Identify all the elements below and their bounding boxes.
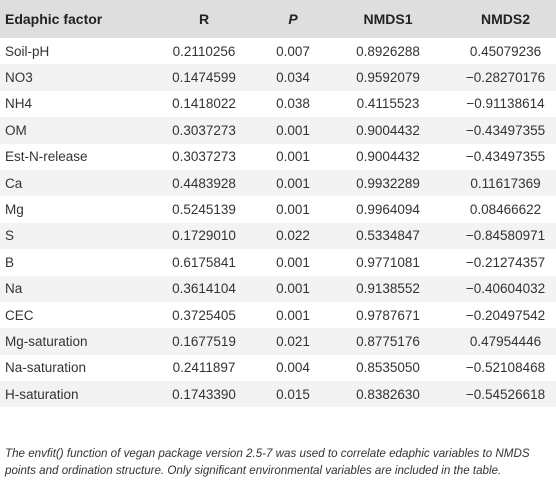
cell-p-value: 0.001 (276, 175, 310, 191)
header-nmds1: NMDS1 (363, 11, 413, 27)
cell-nmds2-value: −0.40604032 (465, 281, 546, 297)
cell-p-value: 0.021 (276, 333, 310, 349)
table-row: S 0.1729010 0.022 0.5334847 −0.84580971 (0, 222, 556, 250)
table-row: CEC 0.3725405 0.001 0.9787671 −0.20497542 (0, 301, 556, 329)
cell-p-value: 0.007 (276, 43, 310, 59)
table-row: B 0.6175841 0.001 0.9771081 −0.21274357 (0, 249, 556, 276)
cell-p-value: 0.001 (276, 202, 310, 218)
cell-edaphic-factor: Est-N-release (5, 149, 88, 165)
cell-nmds1-value: 0.9771081 (356, 254, 420, 270)
cell-nmds1-value: 0.9787671 (356, 307, 420, 323)
cell-edaphic-factor: Mg (5, 202, 24, 218)
cell-r-value: 0.6175841 (172, 254, 236, 270)
table-row: NH4 0.1418022 0.038 0.4115523 −0.91138614 (0, 90, 556, 118)
cell-nmds2-value: −0.52108468 (465, 360, 546, 376)
cell-r-value: 0.3614104 (172, 281, 236, 297)
table-row: Na 0.3614104 0.001 0.9138552 −0.40604032 (0, 275, 556, 302)
table-footnote: The envfit() function of vegan package v… (5, 447, 530, 477)
table-row: NO3 0.1474599 0.034 0.9592079 −0.28270176 (0, 64, 556, 91)
table-row: Na-saturation 0.2411897 0.004 0.8535050 −0.5… (0, 354, 556, 382)
table-row: Est-N-release 0.3037273 0.001 0.9004432 −0.4… (0, 143, 556, 170)
cell-edaphic-factor: S (5, 228, 15, 244)
cell-nmds1-value: 0.9004432 (356, 149, 420, 165)
cell-nmds2-value: −0.54526618 (465, 386, 546, 402)
cell-nmds2-value: 0.08466622 (469, 202, 542, 218)
cell-p-value: 0.015 (276, 386, 310, 402)
cell-r-value: 0.5245139 (172, 202, 236, 218)
cell-edaphic-factor: NH4 (5, 96, 33, 112)
table-body: Soil-pH 0.2110256 0.007 0.8926288 0.45079236… (0, 38, 556, 408)
table-row: Ca 0.4483928 0.001 0.9932289 0.11617369 (0, 169, 556, 197)
cell-nmds2-value: −0.43497355 (465, 149, 546, 165)
cell-p-value: 0.001 (276, 149, 310, 165)
cell-edaphic-factor: CEC (5, 307, 34, 323)
cell-nmds2-value: 0.47954446 (469, 333, 542, 349)
cell-edaphic-factor: Mg-saturation (5, 333, 88, 349)
cell-edaphic-factor: B (5, 254, 15, 270)
cell-p-value: 0.038 (276, 96, 310, 112)
cell-r-value: 0.1474599 (172, 70, 236, 86)
cell-nmds1-value: 0.9592079 (356, 70, 420, 86)
cell-edaphic-factor: Na-saturation (5, 360, 87, 376)
cell-r-value: 0.1418022 (172, 96, 236, 112)
cell-nmds2-value: −0.91138614 (466, 96, 545, 112)
cell-nmds2-value: 0.11617369 (470, 175, 541, 191)
header-nmds2: NMDS2 (480, 11, 530, 27)
table-header: Edaphic factor R P NMDS1 NMDS2 (0, 0, 556, 38)
table-row: Mg 0.5245139 0.001 0.9964094 0.08466622 (0, 196, 556, 223)
cell-edaphic-factor: H-saturation (5, 386, 79, 402)
cell-nmds1-value: 0.9004432 (356, 122, 420, 138)
table-row: OM 0.3037273 0.001 0.9004432 −0.43497355 (0, 117, 556, 144)
cell-r-value: 0.2110256 (172, 43, 236, 59)
cell-edaphic-factor: Na (5, 281, 23, 297)
cell-nmds2-value: −0.20497542 (465, 307, 546, 323)
cell-nmds2-value: −0.84580971 (465, 228, 546, 244)
header-r: R (198, 11, 210, 27)
cell-r-value: 0.3037273 (172, 122, 236, 138)
table-row: Mg-saturation 0.1677519 0.021 0.8775176 0.47… (0, 328, 556, 355)
cell-p-value: 0.001 (276, 281, 310, 297)
cell-r-value: 0.1677519 (172, 333, 236, 349)
cell-nmds1-value: 0.4115523 (356, 96, 420, 112)
cell-r-value: 0.1729010 (172, 228, 236, 244)
cell-nmds2-value: −0.28270176 (465, 70, 546, 86)
header-edaphic-factor: Edaphic factor (5, 11, 103, 27)
cell-nmds2-value: 0.45079236 (469, 43, 542, 59)
cell-r-value: 0.2411897 (172, 360, 236, 376)
cell-nmds1-value: 0.9138552 (356, 281, 420, 297)
table-row: Soil-pH 0.2110256 0.007 0.8926288 0.45079236 (0, 38, 556, 65)
cell-r-value: 0.3725405 (172, 307, 236, 323)
cell-r-value: 0.4483928 (172, 175, 236, 191)
header-p: P (288, 11, 298, 27)
cell-nmds1-value: 0.5334847 (356, 228, 420, 244)
cell-edaphic-factor: NO3 (5, 70, 33, 86)
cell-nmds2-value: −0.21274357 (465, 254, 546, 270)
cell-p-value: 0.004 (276, 360, 310, 376)
cell-nmds1-value: 0.8535050 (356, 360, 420, 376)
cell-p-value: 0.001 (276, 254, 310, 270)
cell-p-value: 0.034 (276, 70, 310, 86)
cell-r-value: 0.3037273 (172, 149, 236, 165)
table-row: H-saturation 0.1743390 0.015 0.8382630 −0.54… (0, 381, 556, 408)
cell-p-value: 0.001 (276, 307, 310, 323)
cell-nmds2-value: −0.43497355 (465, 122, 546, 138)
cell-p-value: 0.022 (276, 228, 310, 244)
cell-nmds1-value: 0.9932289 (356, 175, 420, 191)
cell-edaphic-factor: OM (5, 122, 27, 138)
cell-p-value: 0.001 (276, 122, 310, 138)
cell-edaphic-factor: Soil-pH (5, 43, 50, 59)
cell-nmds1-value: 0.8926288 (356, 43, 420, 59)
cell-r-value: 0.1743390 (172, 386, 236, 402)
cell-edaphic-factor: Ca (5, 175, 23, 191)
header-row: Edaphic factor R P NMDS1 NMDS2 (0, 0, 556, 38)
cell-nmds1-value: 0.8382630 (356, 386, 420, 402)
cell-nmds1-value: 0.9964094 (356, 202, 420, 218)
cell-nmds1-value: 0.8775176 (356, 333, 420, 349)
edaphic-factor-table: Edaphic factor R P NMDS1 NMDS2 Soil-pH 0.… (0, 0, 556, 408)
